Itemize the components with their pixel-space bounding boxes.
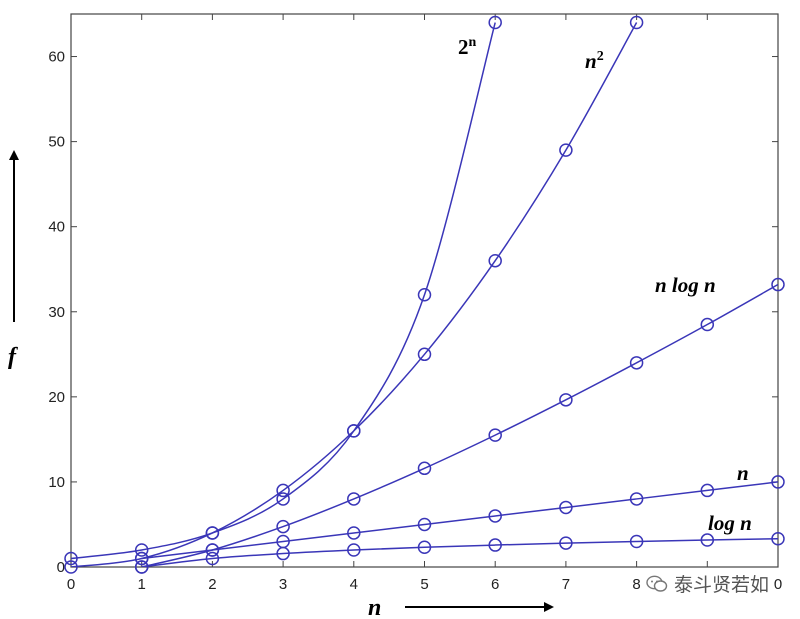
series-markers (64, 15, 785, 574)
series-labels: 2n n2 n log n n log n (458, 35, 752, 535)
data-point (488, 538, 502, 552)
data-point (134, 551, 149, 566)
series-label-n-squared: n2 (585, 49, 604, 73)
data-point (629, 534, 644, 549)
data-point (347, 492, 361, 506)
data-point (417, 517, 432, 532)
data-point (629, 356, 644, 370)
data-point (488, 15, 502, 30)
data-point (700, 533, 715, 547)
y-tick-label: 10 (48, 474, 65, 491)
data-point (771, 277, 785, 292)
data-point (629, 492, 644, 506)
data-point (205, 543, 220, 557)
data-point (276, 519, 290, 534)
x-axis-label: n (368, 595, 381, 619)
x-tick-label: 8 (632, 576, 640, 593)
x-tick-label: 3 (279, 576, 287, 593)
data-point (488, 253, 502, 268)
x-tick-label: 0 (774, 576, 782, 593)
x-tick-label: 7 (562, 576, 570, 593)
data-point (559, 393, 573, 407)
series-label-log-n: log n (708, 511, 752, 535)
y-tick-label: 50 (48, 134, 65, 151)
series-label-n-log-n: n log n (655, 273, 716, 297)
y-tick-label: 60 (48, 49, 65, 66)
watermark: 泰斗贤若如 (646, 570, 769, 597)
data-point (276, 546, 290, 561)
y-axis-label: f (8, 344, 18, 370)
x-axis-ticks: 0 1 2 3 4 5 6 7 8 0 (67, 14, 782, 593)
data-point (488, 428, 502, 442)
data-point (64, 551, 78, 566)
data-point (417, 540, 432, 555)
series-lines (71, 22, 778, 567)
x-tick-label: 1 (138, 576, 146, 593)
data-point (134, 543, 149, 557)
data-point (276, 492, 290, 506)
data-point (417, 288, 432, 302)
x-tick-label: 6 (491, 576, 499, 593)
y-tick-label: 40 (48, 219, 65, 236)
data-point (771, 532, 785, 546)
data-point (629, 15, 644, 30)
data-point (347, 543, 361, 557)
series-line-n-linear (141, 481, 778, 560)
data-point (64, 560, 78, 574)
data-point (771, 475, 785, 489)
series-line-log-n (141, 538, 778, 567)
data-point (488, 509, 502, 523)
data-point (559, 500, 573, 515)
data-point (205, 551, 220, 566)
x-tick-label: 4 (350, 576, 358, 593)
series-label-n-linear: n (737, 461, 749, 485)
y-axis-ticks: 0 10 20 30 40 50 60 (48, 49, 778, 576)
series-line-n-log-n (141, 283, 778, 567)
data-point (700, 317, 715, 332)
y-tick-label: 20 (48, 389, 65, 406)
data-point (347, 424, 361, 438)
y-tick-label: 30 (48, 304, 65, 321)
data-point (700, 483, 715, 498)
data-point (347, 526, 361, 540)
y-tick-label: 0 (57, 559, 65, 576)
data-point (559, 536, 573, 550)
x-tick-label: 2 (208, 576, 216, 593)
data-point (134, 560, 149, 574)
data-point (417, 461, 432, 476)
data-point (205, 526, 220, 540)
watermark-text: 泰斗贤若如 (674, 574, 770, 596)
data-point (276, 483, 290, 498)
series-line-n-squared (71, 22, 638, 567)
x-tick-label: 0 (67, 576, 75, 593)
series-line-two-pow-n (71, 22, 496, 560)
data-point (559, 143, 573, 157)
wechat-icon (646, 575, 668, 592)
data-point (417, 347, 432, 362)
x-tick-label: 5 (420, 576, 428, 593)
series-label-two-pow-n: 2n (458, 35, 477, 59)
